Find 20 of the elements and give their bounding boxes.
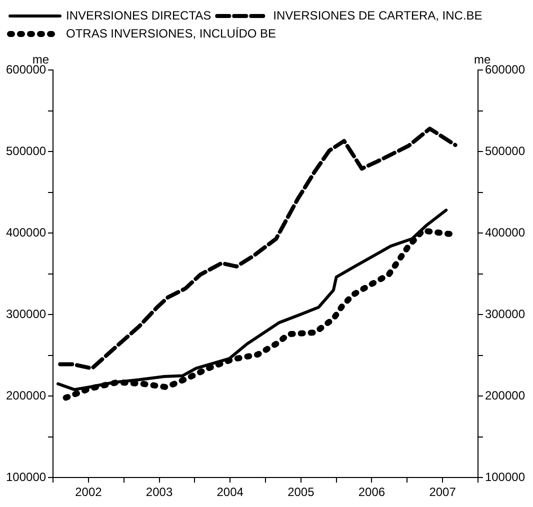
- y2-tick-label: 300000: [484, 306, 526, 321]
- legend-label: OTRAS INVERSIONES, INCLUÍDO BE: [66, 26, 276, 40]
- x-tick-label: 2006: [358, 485, 386, 500]
- x-tick-label: 2002: [75, 485, 102, 500]
- line-series: [58, 126, 458, 370]
- y2-tick-label: 400000: [484, 225, 526, 240]
- x-tick-label: 2004: [216, 485, 244, 500]
- y2-tick-label: 200000: [484, 388, 526, 402]
- y2-tick-label: 100000: [484, 470, 526, 484]
- legend-label: INVERSIONES DE CARTERA, INC.BE: [273, 8, 482, 22]
- y-tick-label: 300000: [6, 306, 46, 321]
- y-tick-label: 400000: [6, 225, 46, 240]
- y-tick-label: 200000: [6, 388, 46, 402]
- x-tick-label: 2005: [288, 485, 315, 500]
- y-tick-label: 100000: [6, 470, 46, 484]
- x-tick-label: 2003: [146, 485, 173, 500]
- y2-tick-label: 500000: [484, 144, 526, 158]
- y-tick-label: 500000: [6, 144, 46, 158]
- x-tick-label: 2007: [429, 485, 456, 500]
- legend-label: INVERSIONES DIRECTAS: [66, 8, 212, 22]
